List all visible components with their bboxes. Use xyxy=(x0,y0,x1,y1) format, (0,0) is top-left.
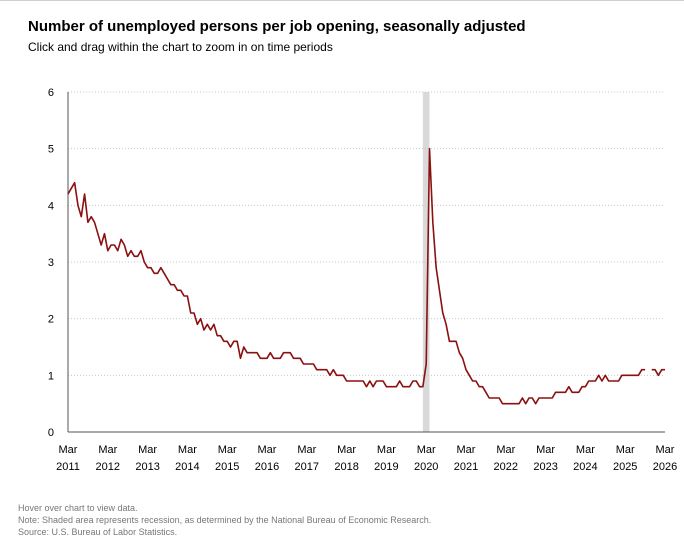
x-tick-year-label: 2018 xyxy=(334,461,358,473)
x-tick-year-label: 2024 xyxy=(573,461,597,473)
x-tick-month-label: Mar xyxy=(536,444,555,456)
y-tick-label: 5 xyxy=(48,144,54,156)
x-tick-year-label: 2023 xyxy=(533,461,557,473)
x-tick-month-label: Mar xyxy=(576,444,595,456)
x-tick-year-label: 2013 xyxy=(135,461,159,473)
y-tick-label: 3 xyxy=(48,257,54,269)
x-tick-year-label: 2011 xyxy=(56,461,80,473)
x-tick-month-label: Mar xyxy=(417,444,436,456)
x-tick-year-label: 2017 xyxy=(295,461,319,473)
x-tick-year-label: 2025 xyxy=(613,461,637,473)
y-tick-label: 6 xyxy=(48,87,54,99)
y-tick-label: 1 xyxy=(48,370,54,382)
x-tick-month-label: Mar xyxy=(178,444,197,456)
x-tick-year-label: 2022 xyxy=(494,461,518,473)
x-tick-month-label: Mar xyxy=(98,444,117,456)
x-tick-month-label: Mar xyxy=(218,444,237,456)
x-tick-year-label: 2016 xyxy=(255,461,279,473)
x-tick-month-label: Mar xyxy=(297,444,316,456)
x-tick-year-label: 2021 xyxy=(454,461,478,473)
x-tick-month-label: Mar xyxy=(616,444,635,456)
chart-subtitle: Click and drag within the chart to zoom … xyxy=(28,40,333,54)
x-tick-month-label: Mar xyxy=(377,444,396,456)
x-tick-month-label: Mar xyxy=(337,444,356,456)
x-tick-month-label: Mar xyxy=(457,444,476,456)
x-tick-year-label: 2012 xyxy=(96,461,120,473)
chart-notes: Hover over chart to view data. Note: Sha… xyxy=(18,502,431,538)
x-tick-year-label: 2019 xyxy=(374,461,398,473)
x-tick-month-label: Mar xyxy=(258,444,277,456)
y-tick-label: 4 xyxy=(48,200,54,212)
chart-title: Number of unemployed persons per job ope… xyxy=(28,18,526,35)
x-tick-month-label: Mar xyxy=(138,444,157,456)
series-line[interactable] xyxy=(67,147,646,405)
x-tick-year-label: 2020 xyxy=(414,461,438,473)
x-tick-month-label: Mar xyxy=(496,444,515,456)
y-tick-label: 2 xyxy=(48,314,54,326)
x-tick-month-label: Mar xyxy=(59,444,78,456)
recession-note: Note: Shaded area represents recession, … xyxy=(18,515,432,525)
series-line[interactable] xyxy=(651,368,665,377)
hover-note: Hover over chart to view data. xyxy=(18,503,138,513)
x-tick-year-label: 2014 xyxy=(175,461,199,473)
x-tick-year-label: 2015 xyxy=(215,461,239,473)
x-tick-month-label: Mar xyxy=(656,444,675,456)
top-divider xyxy=(0,0,684,1)
y-tick-label: 0 xyxy=(48,427,54,439)
recession-band xyxy=(422,92,430,432)
source-note: Source: U.S. Bureau of Labor Statistics. xyxy=(18,527,178,537)
x-tick-year-label: 2026 xyxy=(653,461,677,473)
